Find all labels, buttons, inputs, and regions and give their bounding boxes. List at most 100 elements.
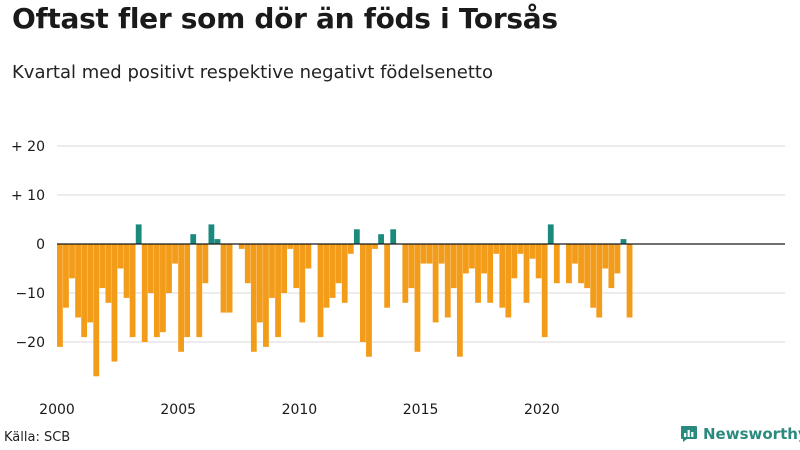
bar bbox=[590, 244, 597, 308]
bar bbox=[420, 244, 427, 264]
bar bbox=[341, 244, 348, 303]
bar bbox=[275, 244, 281, 338]
bar bbox=[432, 244, 439, 323]
bar bbox=[529, 244, 536, 259]
bar-chart: + 20 + 10 0 −10 −20 2000 2005 2010 2015 2020 bbox=[11, 139, 785, 418]
chart-subtitle: Kvartal med positivt respektive negativt… bbox=[12, 62, 493, 83]
bar bbox=[475, 244, 481, 303]
bar bbox=[202, 244, 209, 284]
bar bbox=[166, 244, 172, 293]
y-tick-label: + 20 bbox=[11, 139, 45, 155]
newsworthy-logo: Newsworthy bbox=[680, 425, 800, 443]
bar bbox=[541, 244, 548, 338]
bar bbox=[153, 244, 160, 338]
bar bbox=[402, 244, 409, 303]
bar bbox=[335, 244, 342, 284]
bar bbox=[238, 244, 245, 249]
chart-logo-icon bbox=[681, 426, 697, 442]
bar bbox=[584, 244, 591, 289]
y-tick-label: 0 bbox=[36, 237, 45, 253]
bar bbox=[250, 244, 257, 352]
bar bbox=[117, 244, 124, 269]
bar bbox=[214, 239, 221, 244]
bar bbox=[390, 229, 397, 244]
bar bbox=[178, 244, 184, 352]
bar bbox=[456, 244, 463, 357]
bar bbox=[190, 234, 197, 244]
bar bbox=[511, 244, 518, 279]
bar bbox=[184, 244, 191, 338]
bar bbox=[505, 244, 512, 318]
bar bbox=[226, 244, 233, 313]
bar bbox=[438, 244, 445, 264]
bar bbox=[620, 239, 627, 244]
x-tick-label: 2020 bbox=[524, 402, 560, 418]
bar bbox=[129, 244, 136, 338]
bar bbox=[517, 244, 524, 254]
bar bbox=[208, 224, 215, 244]
bar bbox=[281, 244, 288, 293]
bar bbox=[69, 244, 75, 279]
bar bbox=[75, 244, 81, 318]
bar bbox=[57, 244, 63, 347]
bar bbox=[135, 224, 142, 244]
bar bbox=[499, 244, 506, 308]
bar bbox=[493, 244, 500, 254]
chart-title: Oftast fler som dör än föds i Torsås bbox=[12, 2, 558, 35]
x-tick-label: 2005 bbox=[160, 402, 196, 418]
bar bbox=[608, 244, 615, 289]
bar bbox=[547, 224, 554, 244]
bar bbox=[99, 244, 106, 289]
bar bbox=[196, 244, 203, 338]
bar bbox=[444, 244, 451, 318]
bar bbox=[487, 244, 494, 303]
bar bbox=[378, 234, 384, 244]
x-axis-ticks: 2000 2005 2010 2015 2020 bbox=[39, 402, 559, 418]
bar bbox=[105, 244, 112, 303]
bars bbox=[57, 224, 633, 377]
bar bbox=[347, 244, 354, 254]
bar bbox=[111, 244, 118, 362]
bar bbox=[287, 244, 294, 249]
bar bbox=[572, 244, 578, 264]
bar bbox=[523, 244, 530, 303]
bar bbox=[63, 244, 69, 308]
bar bbox=[596, 244, 603, 318]
bar bbox=[553, 244, 560, 284]
bar bbox=[372, 244, 378, 249]
bar bbox=[566, 244, 572, 284]
bar bbox=[450, 244, 457, 289]
x-tick-label: 2000 bbox=[39, 402, 75, 418]
bar bbox=[141, 244, 148, 342]
bar bbox=[93, 244, 100, 377]
bar bbox=[220, 244, 227, 313]
bar bbox=[172, 244, 178, 264]
bar bbox=[360, 244, 366, 342]
bar bbox=[426, 244, 433, 264]
bar bbox=[481, 244, 487, 274]
bar bbox=[578, 244, 584, 284]
bar bbox=[305, 244, 312, 269]
bar bbox=[87, 244, 94, 323]
bar bbox=[299, 244, 306, 323]
bar bbox=[535, 244, 542, 279]
bar bbox=[269, 244, 275, 298]
bar bbox=[160, 244, 166, 333]
source-note: Källa: SCB bbox=[4, 430, 71, 445]
bar bbox=[463, 244, 469, 274]
bar bbox=[256, 244, 263, 323]
y-tick-label: −10 bbox=[15, 286, 45, 302]
bar bbox=[263, 244, 269, 347]
y-tick-label: −20 bbox=[15, 335, 45, 351]
bar bbox=[414, 244, 421, 352]
bar bbox=[317, 244, 324, 338]
bar bbox=[323, 244, 330, 308]
bar bbox=[147, 244, 154, 293]
y-tick-label: + 10 bbox=[11, 188, 45, 204]
brand-name: Newsworthy bbox=[703, 425, 800, 443]
bar bbox=[602, 244, 609, 269]
bar bbox=[614, 244, 621, 274]
bar bbox=[366, 244, 372, 357]
x-tick-label: 2015 bbox=[403, 402, 439, 418]
bar bbox=[81, 244, 88, 338]
